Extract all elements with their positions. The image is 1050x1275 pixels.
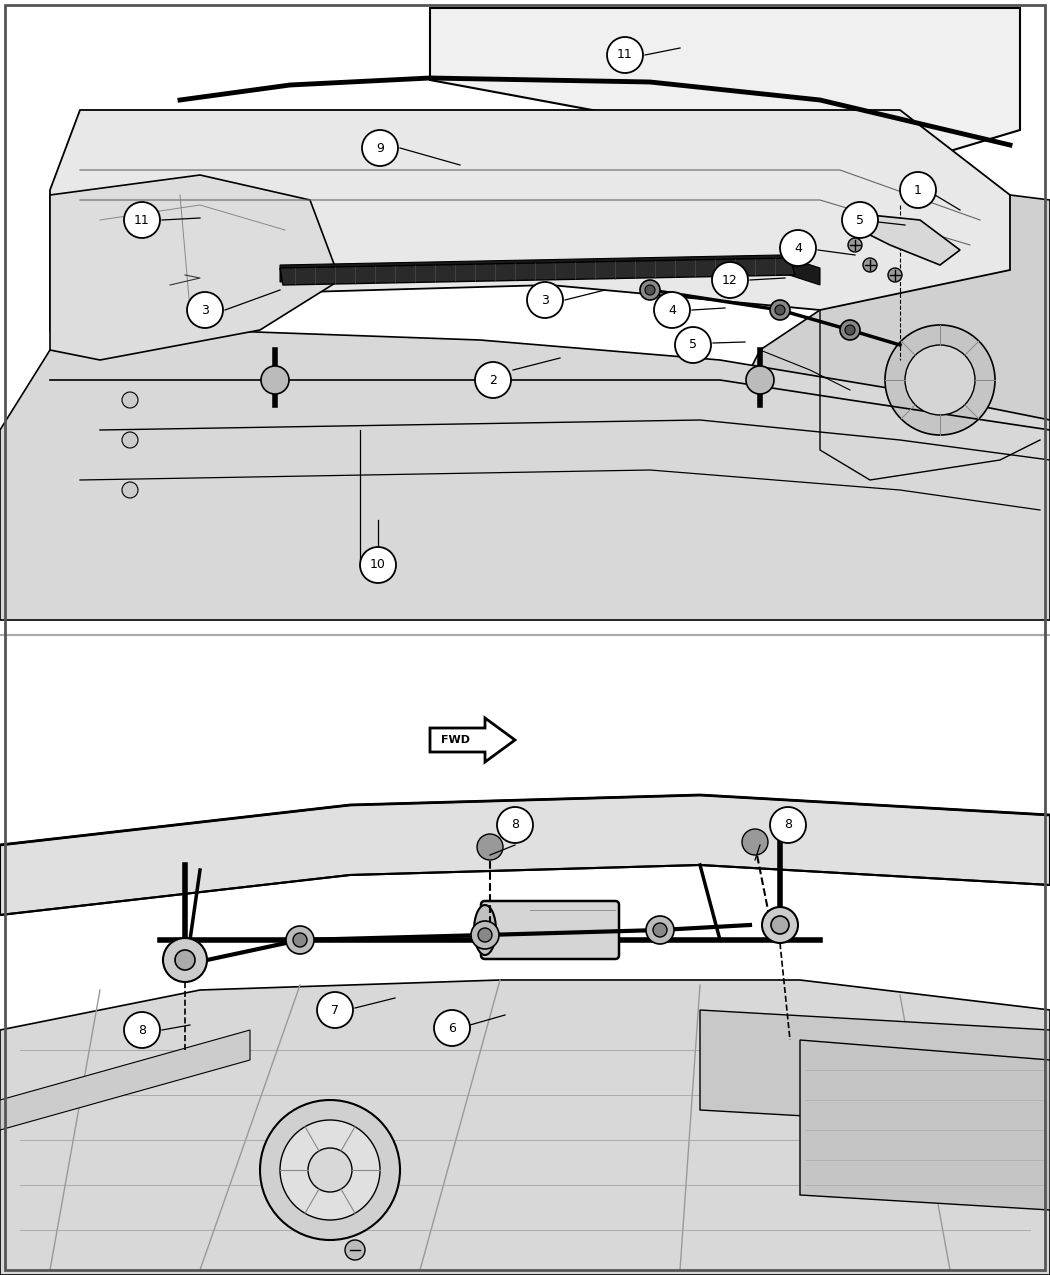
Text: 8: 8 <box>511 819 519 831</box>
Circle shape <box>654 292 690 328</box>
Circle shape <box>771 915 789 935</box>
Circle shape <box>122 482 138 499</box>
Text: 3: 3 <box>201 303 209 316</box>
Circle shape <box>900 172 936 208</box>
Polygon shape <box>0 1030 250 1130</box>
Polygon shape <box>50 110 1010 330</box>
Circle shape <box>308 1148 352 1192</box>
Circle shape <box>888 268 902 282</box>
Circle shape <box>317 992 353 1028</box>
Circle shape <box>478 928 492 942</box>
Text: 8: 8 <box>784 819 792 831</box>
Circle shape <box>746 366 774 394</box>
Circle shape <box>175 950 195 970</box>
Text: 3: 3 <box>541 293 549 306</box>
Circle shape <box>775 305 785 315</box>
Text: FWD: FWD <box>441 734 469 745</box>
Text: 1: 1 <box>915 184 922 196</box>
Circle shape <box>293 933 307 947</box>
Polygon shape <box>710 195 1050 580</box>
Circle shape <box>742 829 768 856</box>
Circle shape <box>475 362 511 398</box>
Circle shape <box>840 320 860 340</box>
FancyBboxPatch shape <box>481 901 620 959</box>
Circle shape <box>286 926 314 954</box>
Polygon shape <box>280 258 795 286</box>
Circle shape <box>845 325 855 335</box>
Text: 5: 5 <box>689 338 697 352</box>
Polygon shape <box>860 215 960 265</box>
Circle shape <box>163 938 207 982</box>
Circle shape <box>675 326 711 363</box>
Circle shape <box>863 258 877 272</box>
Polygon shape <box>0 796 1050 915</box>
Text: 4: 4 <box>668 303 676 316</box>
Circle shape <box>345 1241 365 1260</box>
Circle shape <box>780 230 816 266</box>
Circle shape <box>842 201 878 238</box>
Circle shape <box>653 923 667 937</box>
Circle shape <box>885 325 995 435</box>
Circle shape <box>640 280 660 300</box>
Circle shape <box>762 907 798 944</box>
Polygon shape <box>800 1040 1050 1210</box>
Text: 2: 2 <box>489 374 497 386</box>
Text: 4: 4 <box>794 241 802 255</box>
Polygon shape <box>280 255 820 286</box>
Text: 12: 12 <box>722 274 738 287</box>
Circle shape <box>905 346 975 414</box>
Circle shape <box>122 391 138 408</box>
Circle shape <box>362 130 398 166</box>
Ellipse shape <box>474 905 496 955</box>
Circle shape <box>280 1119 380 1220</box>
Circle shape <box>607 37 643 73</box>
Circle shape <box>434 1010 470 1046</box>
Circle shape <box>770 807 806 843</box>
Polygon shape <box>700 1010 1050 1130</box>
Circle shape <box>261 366 289 394</box>
Circle shape <box>260 1100 400 1241</box>
Circle shape <box>712 261 748 298</box>
Text: 11: 11 <box>617 48 633 61</box>
Circle shape <box>527 282 563 317</box>
Polygon shape <box>430 718 514 762</box>
Circle shape <box>497 807 533 843</box>
Text: 9: 9 <box>376 142 384 154</box>
Circle shape <box>124 201 160 238</box>
Circle shape <box>122 432 138 448</box>
Circle shape <box>646 915 674 944</box>
Polygon shape <box>50 175 340 360</box>
Text: 11: 11 <box>134 213 150 227</box>
Circle shape <box>477 834 503 861</box>
Polygon shape <box>0 650 1050 1275</box>
Circle shape <box>747 836 763 853</box>
Polygon shape <box>430 8 1020 159</box>
Polygon shape <box>0 980 1050 1275</box>
Circle shape <box>187 292 223 328</box>
Circle shape <box>360 547 396 583</box>
Circle shape <box>482 842 498 858</box>
Circle shape <box>124 1012 160 1048</box>
Text: 5: 5 <box>856 213 864 227</box>
Circle shape <box>471 921 499 949</box>
Polygon shape <box>0 0 1050 620</box>
Circle shape <box>848 238 862 252</box>
Text: 7: 7 <box>331 1003 339 1016</box>
Text: 10: 10 <box>370 558 386 571</box>
Text: 8: 8 <box>138 1024 146 1037</box>
Polygon shape <box>0 330 1050 620</box>
Circle shape <box>770 300 790 320</box>
Text: 6: 6 <box>448 1021 456 1034</box>
Circle shape <box>645 286 655 295</box>
